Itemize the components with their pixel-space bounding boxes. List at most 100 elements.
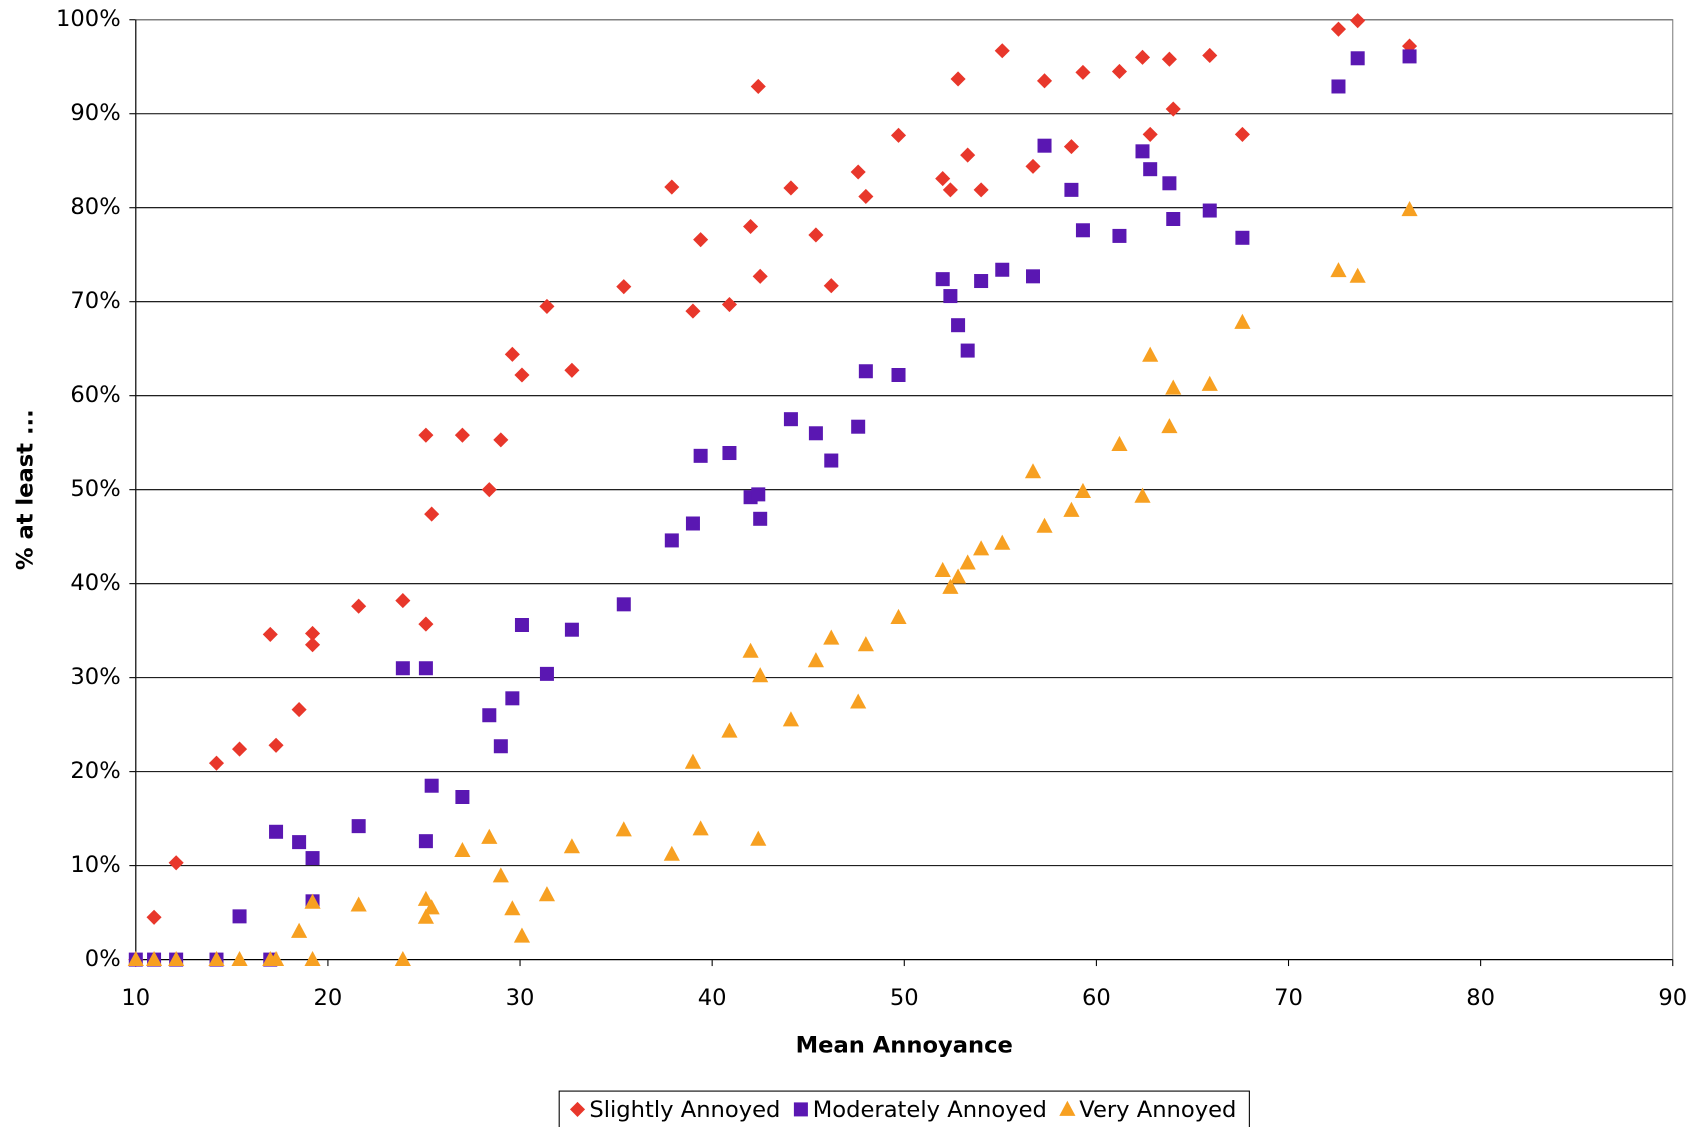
point [973,540,990,556]
point [995,262,1010,277]
point [807,652,824,668]
point [418,661,433,676]
point [685,303,701,319]
point [455,789,470,805]
x-tick-label: 20 [314,985,343,1011]
point [564,622,579,637]
point [168,855,184,871]
point [857,636,874,652]
point [127,950,144,967]
point [292,835,307,850]
point [974,274,989,289]
legend: Slightly Annoyed Moderately Annoyed Very A… [558,1090,1250,1127]
point [267,950,285,967]
point [693,448,708,463]
point [418,427,434,443]
x-tick-label: 60 [1082,985,1111,1011]
x-tick-label: 50 [890,985,919,1011]
point [753,511,768,526]
point [935,272,950,287]
x-axis-title: Mean Annoyance [796,1032,1013,1058]
y-tick-label: 80% [70,194,120,220]
point [891,368,906,383]
point [1063,139,1079,155]
point [482,708,497,723]
point [949,568,967,584]
point [350,896,367,912]
legend-marker [793,1102,808,1117]
point [1165,101,1181,117]
point [1036,73,1053,89]
x-tick-label: 30 [506,985,535,1011]
point [783,180,799,196]
point [418,616,434,632]
point [504,900,521,916]
point [942,578,959,594]
point [1401,200,1418,217]
legend-item: Moderately Annoyed [793,1097,1047,1123]
point [423,899,440,915]
point [424,778,439,793]
point [1166,211,1181,227]
point [934,561,951,577]
point [395,593,411,609]
point [305,851,320,866]
point [850,693,867,709]
point [823,278,839,294]
point [664,533,679,548]
point [721,722,738,738]
legend-marker [569,1101,586,1117]
point [454,427,470,443]
point [1064,182,1079,197]
point [1074,482,1092,499]
point [232,741,248,757]
point [1025,269,1041,284]
point [493,739,508,754]
point [664,179,680,195]
point [1330,262,1347,278]
point [1134,49,1151,65]
point [268,737,284,753]
y-tick-label: 90% [70,100,120,126]
point [1165,379,1182,395]
point [208,755,225,771]
point [752,268,768,284]
point [858,364,873,379]
point [1142,126,1158,142]
x-tick-label: 80 [1466,985,1495,1011]
point [291,702,307,718]
point [1201,375,1218,391]
point [145,950,163,967]
point [851,419,866,434]
point [808,426,823,441]
point [973,182,989,198]
y-tick-label: 40% [70,570,120,596]
point [563,838,580,854]
point [514,618,529,633]
point [615,821,632,837]
point [1111,435,1128,452]
point [616,597,631,612]
point [504,346,520,362]
point [1111,63,1127,79]
point [950,71,966,87]
point [692,820,709,836]
point [1063,501,1080,517]
point [890,608,907,624]
point [890,127,907,143]
point [538,886,556,902]
point [417,890,434,906]
point [750,78,766,95]
point [418,834,433,849]
point [1075,223,1090,238]
point [492,867,509,883]
point [1036,517,1053,533]
y-tick-label: 10% [70,852,120,878]
point [1235,230,1250,245]
point [1112,228,1127,243]
x-tick-label: 10 [121,985,150,1011]
point [1142,346,1159,362]
point [751,487,766,502]
y-tick-label: 20% [70,758,120,784]
point [1330,21,1347,37]
